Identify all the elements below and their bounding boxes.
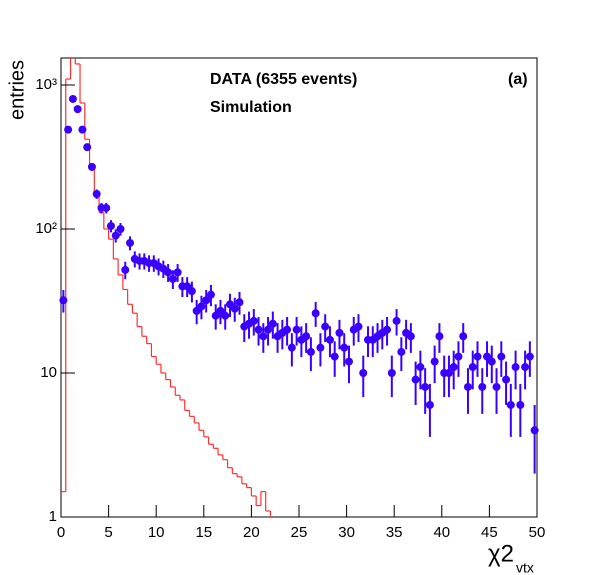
data-point: [268, 319, 277, 328]
y-tick-label: 1: [49, 508, 57, 525]
data-point: [483, 352, 492, 361]
data-point: [302, 332, 311, 341]
legend-entry: DATA (6355 events): [210, 71, 357, 88]
data-point: [511, 363, 520, 372]
data-point: [344, 357, 353, 366]
data-point: [111, 231, 120, 240]
x-tick-label: 5: [104, 524, 112, 541]
plot-frame: [60, 57, 538, 518]
x-tick-label: 35: [386, 524, 403, 541]
data-point: [64, 125, 73, 134]
data-point: [92, 190, 101, 199]
data-point: [168, 274, 177, 283]
data-point: [449, 363, 458, 372]
data-point: [411, 375, 420, 384]
y-axis-label: entries: [6, 60, 28, 120]
data-point: [206, 290, 215, 299]
data-point: [202, 296, 211, 305]
data-point: [425, 400, 434, 409]
data-point: [506, 400, 515, 409]
data-point: [521, 363, 530, 372]
x-tick-label: 20: [243, 524, 260, 541]
data-point: [121, 265, 130, 274]
data-point: [173, 268, 182, 277]
data-point: [283, 325, 292, 334]
data-point: [473, 352, 482, 361]
data-point: [421, 382, 430, 391]
data-point: [444, 369, 453, 378]
data-point: [487, 357, 496, 366]
data-point: [397, 347, 406, 356]
data-point: [492, 382, 501, 391]
data-point: [78, 125, 87, 134]
x-tick-label: 45: [481, 524, 498, 541]
y-tick-label: 10: [40, 364, 57, 381]
data-point: [116, 225, 125, 234]
y-tick-label: 10³: [35, 76, 57, 93]
data-point: [383, 325, 392, 334]
x-axis-label: χ2: [488, 540, 514, 567]
x-tick-label: 50: [529, 524, 546, 541]
data-point: [354, 322, 363, 331]
x-tick-label: 10: [148, 524, 165, 541]
data-point: [249, 316, 258, 325]
data-point: [73, 105, 82, 114]
data-point: [259, 332, 268, 341]
data-point: [197, 302, 206, 311]
data-point: [316, 343, 325, 352]
data-point: [478, 382, 487, 391]
data-point: [325, 335, 334, 344]
data-point: [502, 375, 511, 384]
x-tick-label: 0: [57, 524, 65, 541]
data-point: [340, 343, 349, 352]
data-point: [126, 238, 135, 247]
x-tick-label: 40: [433, 524, 450, 541]
y-tick-label: 10²: [35, 220, 57, 237]
data-point: [106, 221, 115, 230]
data-point: [335, 328, 344, 337]
data-point: [83, 143, 92, 152]
data-point: [311, 309, 320, 318]
axes-layer: 0 5 10 15 20 25 30 35 40 45 50 1 10 10² 10³: [35, 76, 545, 541]
data-point: [359, 369, 368, 378]
data-point: [468, 363, 477, 372]
data-point: [392, 316, 401, 325]
data-point: [516, 400, 525, 409]
data-point: [59, 296, 68, 305]
data-point: [102, 203, 111, 212]
annotation: (a): [508, 71, 528, 88]
data-point: [87, 162, 96, 171]
x-tick-label: 25: [291, 524, 308, 541]
data-layer: [59, 94, 539, 474]
legend-entry: Simulation: [210, 99, 292, 116]
data-point: [330, 352, 339, 361]
x-axis-label-sub: vtx: [516, 560, 534, 575]
data-point: [387, 369, 396, 378]
data-point: [454, 352, 463, 361]
data-point: [164, 268, 173, 277]
data-point: [463, 382, 472, 391]
data-point: [530, 426, 539, 435]
data-point: [435, 332, 444, 341]
data-point: [254, 325, 263, 334]
data-point: [321, 322, 330, 331]
x-tick-label: 15: [195, 524, 212, 541]
data-point: [230, 304, 239, 313]
data-point: [416, 363, 425, 372]
data-point: [459, 332, 468, 341]
data-point: [525, 352, 534, 361]
data-point: [68, 94, 77, 103]
x-tick-label: 30: [338, 524, 355, 541]
data-point: [235, 298, 244, 307]
data-point: [406, 332, 415, 341]
data-point: [430, 357, 439, 366]
data-point: [306, 347, 315, 356]
data-point: [292, 325, 301, 334]
data-point: [187, 287, 196, 296]
data-point: [221, 311, 230, 320]
data-point: [497, 352, 506, 361]
data-point: [287, 343, 296, 352]
data-point: [264, 325, 273, 334]
